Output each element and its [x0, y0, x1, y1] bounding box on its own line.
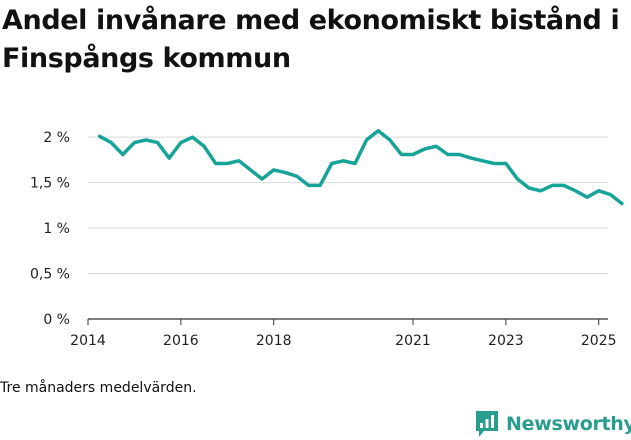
x-axis: 2014 2016 2018 2021 2023 2025: [70, 319, 617, 349]
x-tick-label: 2018: [256, 333, 292, 349]
y-axis: 0 % 0,5 % 1 % 1,5 % 2 %: [30, 130, 70, 328]
chart-title: Andel invånare med ekonomiskt bistånd i …: [2, 5, 620, 74]
footnote: Tre månaders medelvärden.: [0, 380, 197, 396]
x-tick-label: 2021: [395, 333, 431, 349]
brand-name: Newsworthy: [506, 413, 631, 435]
grid-lines: [88, 136, 608, 320]
x-tick-label: 2014: [70, 333, 106, 349]
series-lines: [97, 129, 624, 206]
newsworthy-logo[interactable]: Newsworthy: [474, 408, 631, 440]
series-line: [97, 129, 624, 206]
y-tick-label: 1,5 %: [30, 176, 70, 192]
x-tick-label: 2016: [163, 333, 199, 349]
line-chart: 0 % 0,5 % 1 % 1,5 % 2 % 2014 2016 2018 2021 2023…: [30, 129, 624, 349]
bar-chart-icon: [476, 411, 498, 437]
y-tick-label: 0,5 %: [30, 267, 70, 283]
y-tick-label: 2 %: [43, 130, 70, 146]
x-tick-label: 2023: [488, 333, 524, 349]
x-tick-label: 2025: [581, 333, 617, 349]
y-tick-label: 1 %: [43, 221, 70, 237]
y-tick-label: 0 %: [43, 312, 70, 328]
